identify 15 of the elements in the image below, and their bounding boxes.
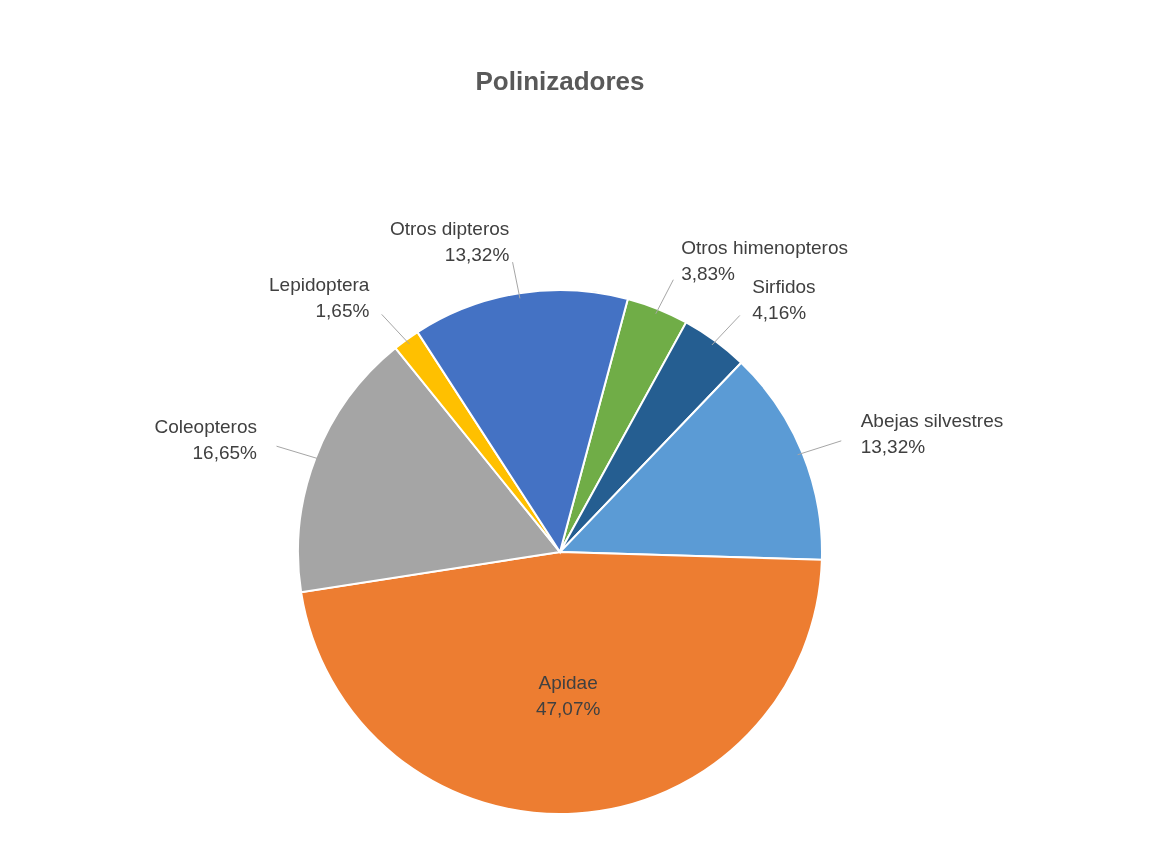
data-label: 16,65% [192,441,258,463]
data-label: 1,65% [315,300,370,322]
slice-label: Sirfidos [752,275,816,297]
slice-label: Abejas silvestres [860,409,1004,431]
data-label: 47,07% [535,697,601,719]
slice-label: Otros dipteros [389,218,510,240]
chart-title: Polinizadores [475,66,645,96]
slice-label: Apidae [538,671,598,693]
slice-label: Otros himenopteros [681,237,848,259]
data-label: 3,83% [681,263,736,285]
data-label: 4,16% [752,301,807,323]
slice-label: Lepidoptera [269,274,370,296]
data-label: 13,32% [860,435,926,457]
slice-label: Coleopteros [154,415,257,437]
data-label: 13,32% [444,244,510,266]
